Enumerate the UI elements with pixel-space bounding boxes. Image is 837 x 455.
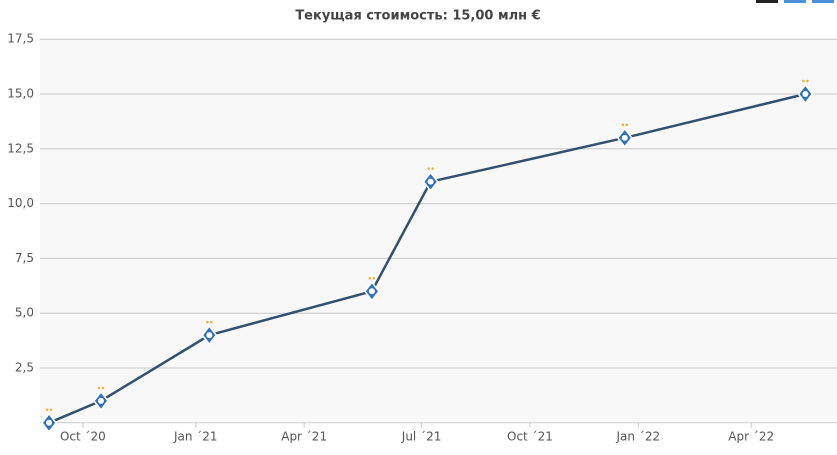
marker-star bbox=[45, 408, 49, 412]
marker-star bbox=[802, 79, 805, 83]
marker-star bbox=[625, 123, 629, 127]
marker-star bbox=[101, 386, 105, 390]
x-tick-label: Jan ´21 bbox=[173, 429, 218, 443]
decor bbox=[784, 0, 806, 3]
y-tick-label: 7,5 bbox=[15, 251, 34, 265]
x-tick-label: Jan ´22 bbox=[616, 429, 661, 443]
marker-star bbox=[206, 320, 209, 324]
x-tick-label: Apr ´21 bbox=[281, 429, 327, 443]
y-tick-label: 12,5 bbox=[7, 141, 34, 155]
marker-dot bbox=[802, 91, 809, 97]
marker-star bbox=[97, 386, 101, 390]
marker-dot bbox=[97, 397, 104, 404]
x-tick-label: Jul ´21 bbox=[401, 429, 442, 443]
marker-dot bbox=[621, 134, 628, 141]
y-tick-label: 15,0 bbox=[7, 87, 34, 101]
marker-star bbox=[368, 276, 372, 280]
chart-title: Текущая стоимость: 15,00 млн € bbox=[295, 9, 540, 24]
marker-dot bbox=[46, 419, 53, 426]
marker-dot bbox=[427, 178, 434, 185]
y-tick-label: 5,0 bbox=[15, 306, 34, 320]
marker-star bbox=[621, 123, 625, 127]
y-tick-label: 17,5 bbox=[7, 32, 34, 46]
marker-star bbox=[372, 276, 376, 280]
decor bbox=[812, 0, 834, 3]
marker-star bbox=[431, 167, 434, 170]
marker-star bbox=[427, 167, 430, 170]
marker-dot bbox=[206, 332, 213, 339]
plot-area bbox=[40, 39, 837, 423]
marker-star bbox=[49, 408, 53, 412]
y-tick-label: 2,5 bbox=[15, 361, 34, 375]
decor bbox=[756, 0, 778, 3]
y-tick-label: 10,0 bbox=[7, 196, 34, 210]
marker-star bbox=[806, 79, 809, 83]
marker-star bbox=[210, 320, 213, 324]
x-tick-label: Apr ´22 bbox=[728, 429, 774, 443]
x-tick-label: Oct ´21 bbox=[507, 429, 553, 443]
marker-dot bbox=[368, 288, 375, 295]
x-tick-label: Oct ´20 bbox=[60, 429, 106, 443]
